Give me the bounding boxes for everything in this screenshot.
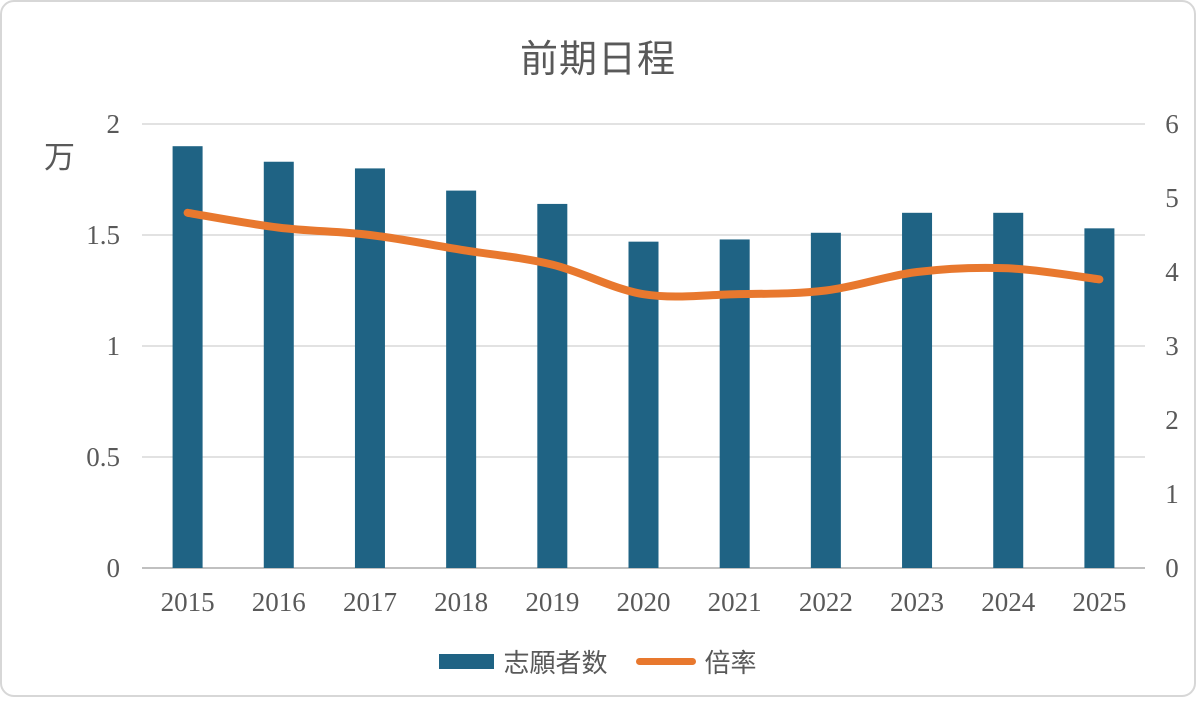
x-axis-tick-label: 2024 xyxy=(981,587,1036,617)
x-axis-tick-label: 2015 xyxy=(161,587,215,617)
left-axis-unit-label: 万 xyxy=(44,140,75,175)
legend-label-applicants: 志願者数 xyxy=(503,648,608,678)
x-axis-tick-label: 2022 xyxy=(799,587,853,617)
left-axis-tick-label: 1 xyxy=(107,331,121,361)
right-axis-tick-label: 5 xyxy=(1165,183,1179,213)
applicants-bar xyxy=(810,232,841,568)
applicants-bar xyxy=(1084,228,1115,568)
legend: 志願者数 倍率 xyxy=(2,642,1194,680)
right-axis-tick-label: 6 xyxy=(1165,109,1179,139)
applicants-bar xyxy=(354,168,385,568)
ratio-line xyxy=(183,208,1104,301)
x-axis-tick-label: 2023 xyxy=(890,587,944,617)
right-axis-tick-label: 0 xyxy=(1165,553,1179,583)
x-axis-tick-label: 2018 xyxy=(434,587,488,617)
chart-title: 前期日程 xyxy=(519,39,676,81)
applicants-bar xyxy=(902,212,933,569)
left-axis-tick-label: 1.5 xyxy=(86,220,120,250)
legend-item-ratio: 倍率 xyxy=(635,643,757,680)
applicants-bar xyxy=(719,239,750,568)
right-axis-tick-label: 2 xyxy=(1165,405,1179,435)
left-axis-tick-label: 0.5 xyxy=(86,442,120,472)
legend-item-applicants: 志願者数 xyxy=(439,643,608,680)
x-axis-tick-label: 2025 xyxy=(1072,587,1126,617)
right-axis-tick-label: 3 xyxy=(1165,331,1179,361)
legend-label-ratio: 倍率 xyxy=(704,648,757,678)
x-axis-tick-label: 2019 xyxy=(525,587,579,617)
line-series-swatch-icon xyxy=(635,657,696,665)
x-axis-tick-label: 2016 xyxy=(252,587,306,617)
x-axis-tick-label: 2021 xyxy=(708,587,762,617)
bar-series-swatch-icon xyxy=(439,653,495,669)
right-axis-tick-label: 1 xyxy=(1165,479,1179,509)
right-axis-tick-label: 4 xyxy=(1165,257,1179,287)
x-axis-tick-label: 2020 xyxy=(617,587,671,617)
left-axis-tick-label: 2 xyxy=(107,109,121,139)
left-axis-tick-label: 0 xyxy=(107,553,121,583)
x-axis-tick-label: 2017 xyxy=(343,587,397,617)
